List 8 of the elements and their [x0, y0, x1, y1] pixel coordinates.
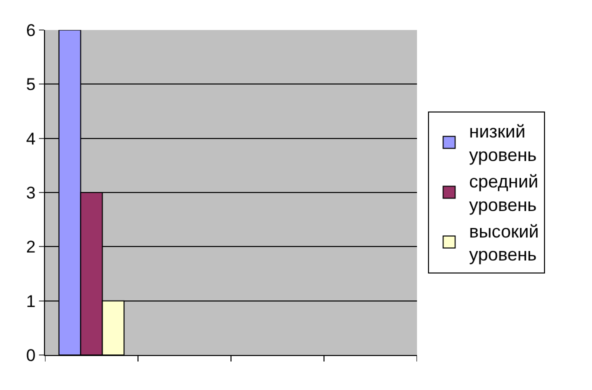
y-tick-label: 4 [26, 129, 36, 148]
legend-label: высокий уровень [469, 221, 539, 265]
y-tick-label: 6 [26, 20, 36, 40]
y-tick-label: 2 [26, 238, 36, 257]
y-tick-label: 0 [26, 346, 36, 365]
y-tick-label: 1 [26, 292, 36, 311]
y-tick-label: 5 [26, 75, 36, 94]
y-tick-label: 3 [26, 183, 36, 202]
